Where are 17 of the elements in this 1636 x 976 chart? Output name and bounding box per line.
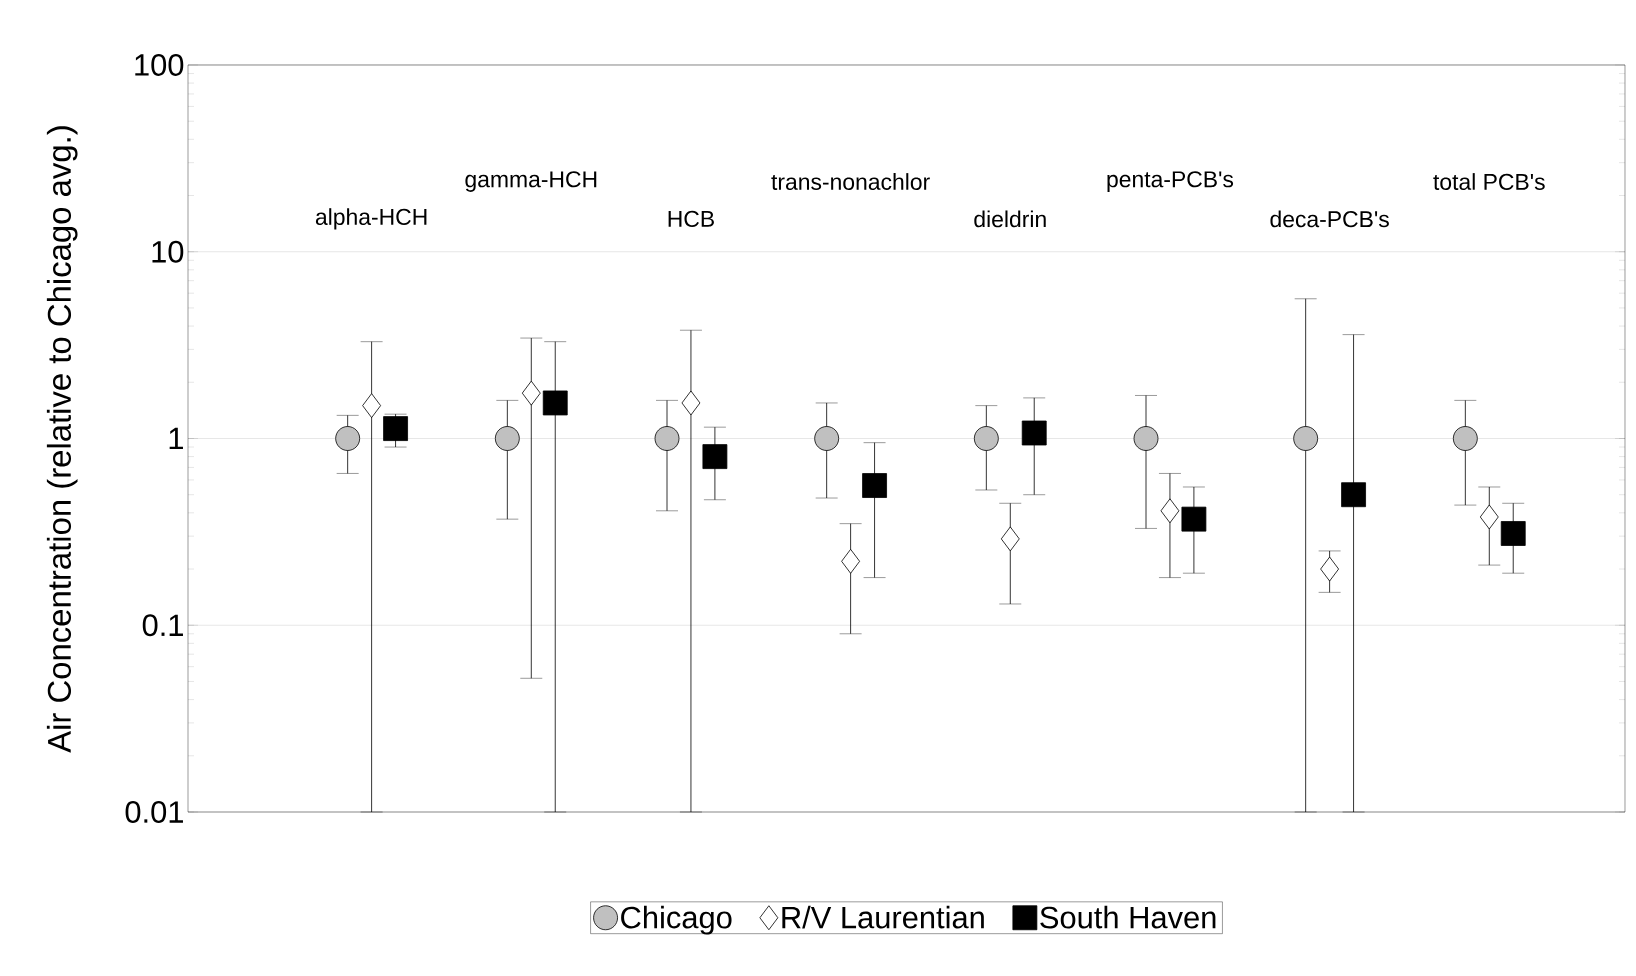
y-axis-title: Air Concentration (relative to Chicago avg.): [46, 126, 78, 753]
x-tick-label: gamma-HCH: [465, 171, 597, 192]
x-tick-label: alpha-HCH: [315, 208, 427, 230]
x-tick-label: trans-nonachlor: [771, 173, 930, 190]
legend-label: South Haven: [1040, 905, 1216, 929]
y-tick-label: 100: [135, 54, 184, 76]
x-tick-label: HCB: [668, 210, 714, 227]
y-tick-label: 10: [152, 240, 184, 263]
x-tick-label: total PCB's: [1433, 173, 1545, 190]
y-tick-label: 0.01: [125, 801, 183, 823]
x-tick-label: deca-PCB's: [1270, 210, 1389, 228]
legend-label: R/V Laurentian: [782, 905, 984, 929]
x-tick-label: dieldrin: [974, 210, 1046, 228]
y-tick-label: 0.1: [142, 614, 183, 637]
x-tick-label: penta-PCB's: [1107, 171, 1234, 192]
legend-label: Chicago: [621, 905, 732, 935]
y-tick-label: 1: [169, 427, 183, 450]
